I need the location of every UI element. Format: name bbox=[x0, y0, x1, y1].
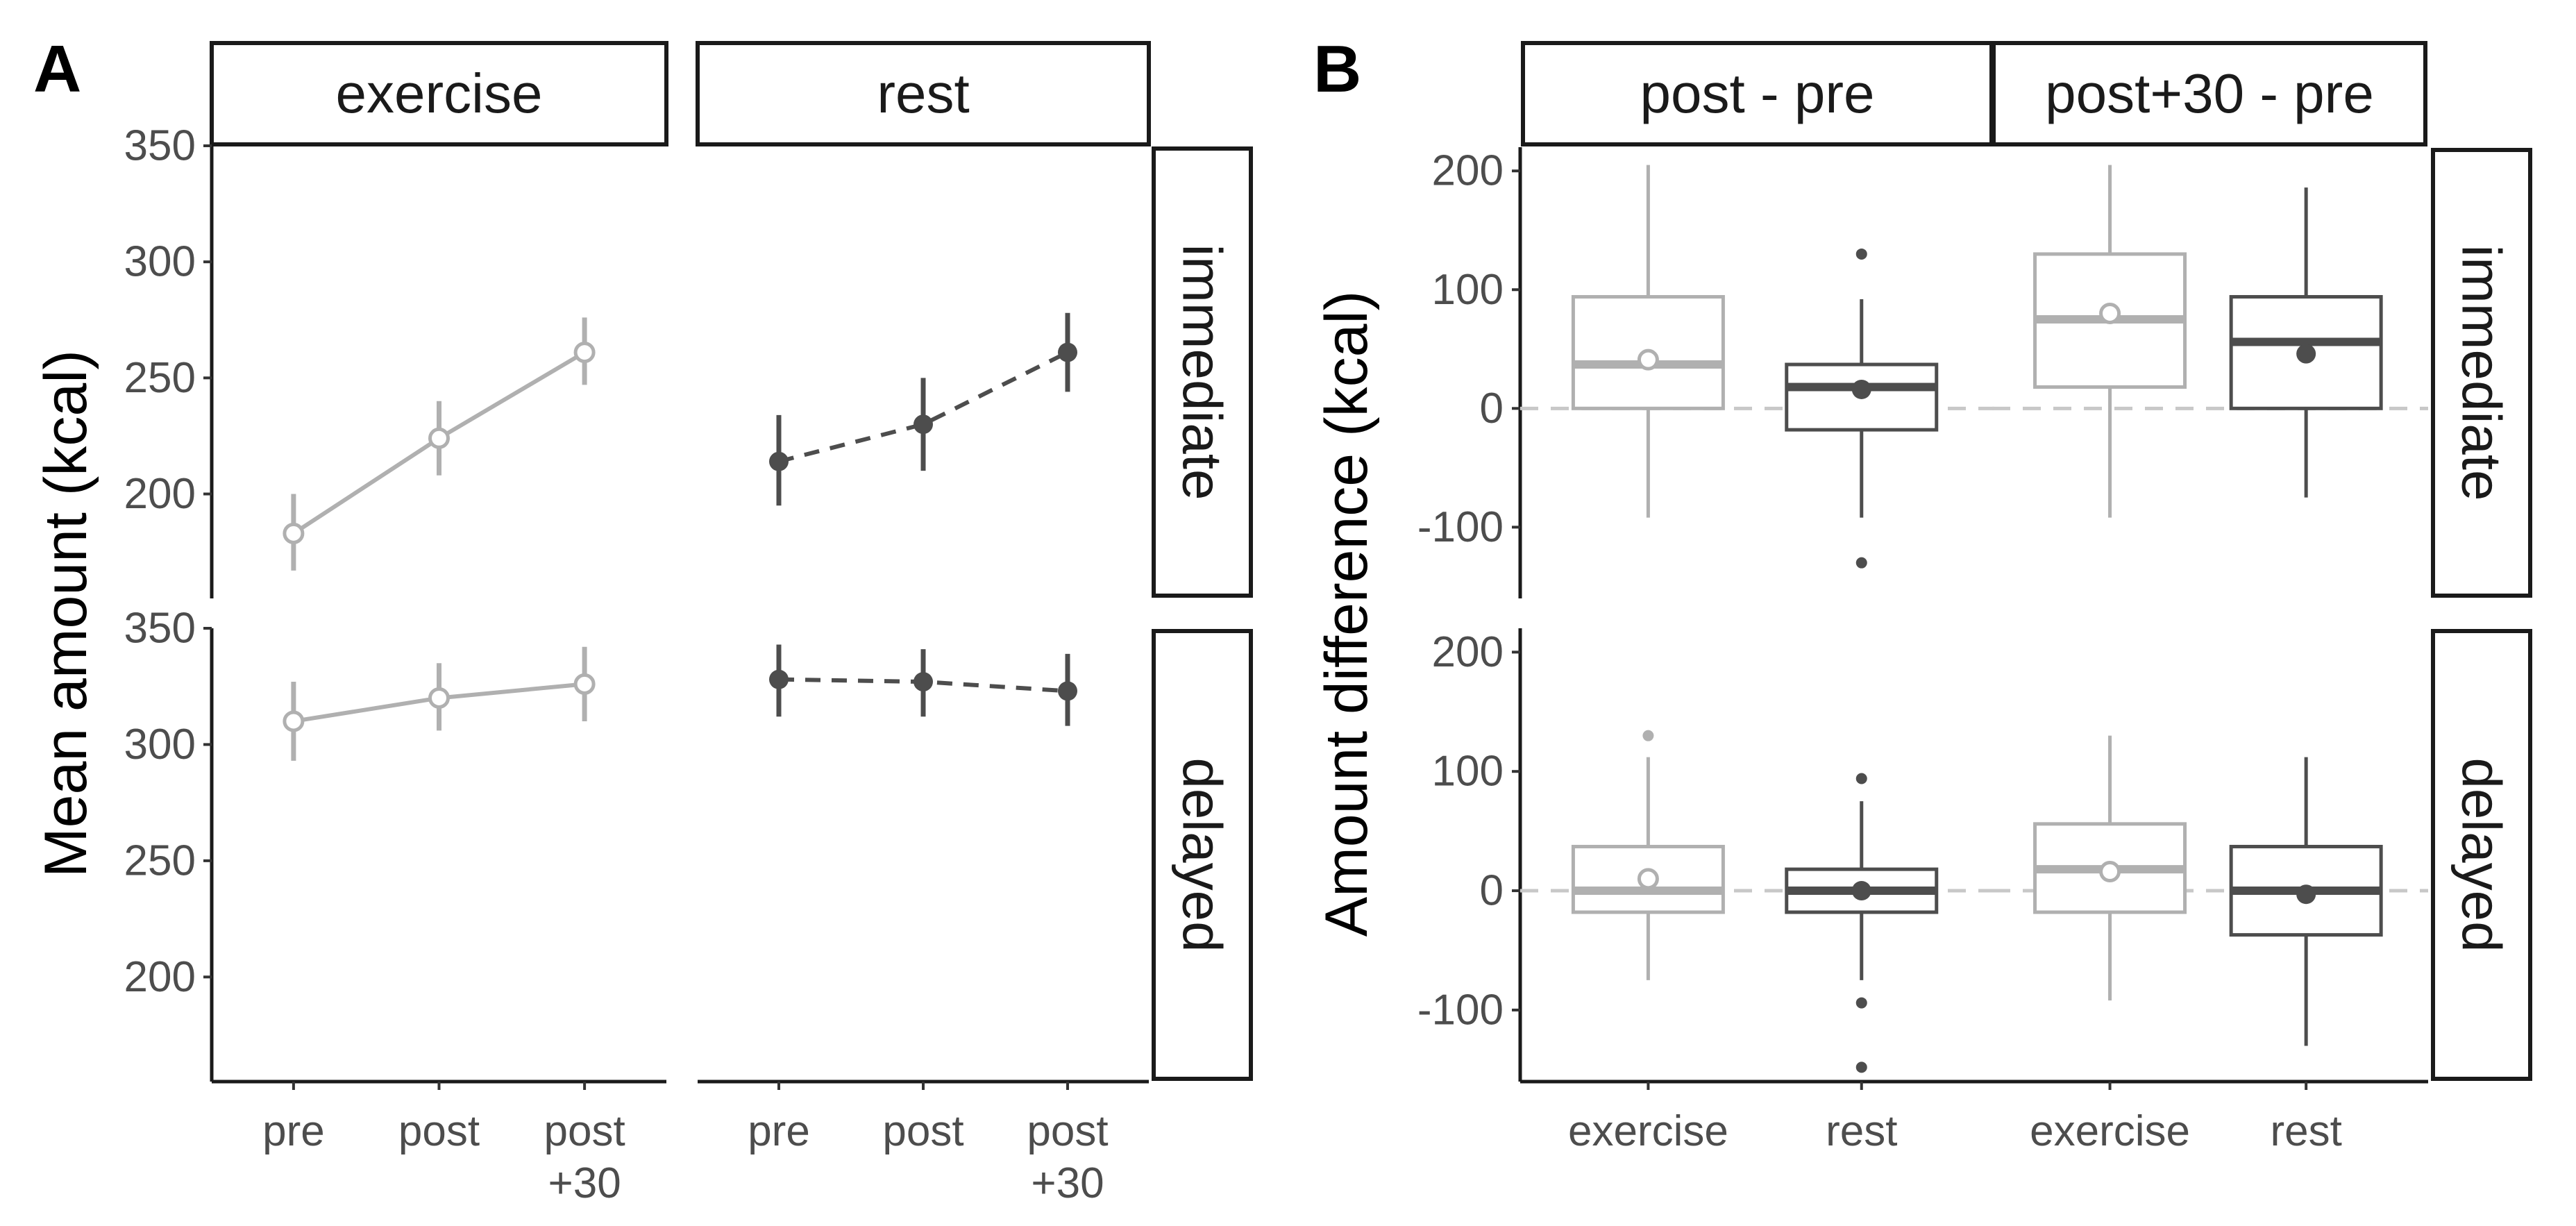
strip-col-exercise-label: exercise bbox=[336, 62, 543, 124]
y-tick-label: 300 bbox=[124, 238, 196, 286]
data-point-rest-delayed bbox=[769, 669, 789, 689]
mean-marker-post-30-pre-delayed-rest bbox=[2296, 884, 2316, 905]
data-point-rest-immediate bbox=[1058, 342, 1077, 362]
y-tick-label: -100 bbox=[1417, 986, 1504, 1034]
strip-row-delayed-label: delayed bbox=[2451, 757, 2513, 952]
outlier-point-post-pre-immediate-rest bbox=[1855, 557, 1867, 569]
strip-row-delayed-box bbox=[1152, 629, 1253, 1081]
x-tick-label: pre bbox=[262, 1107, 325, 1155]
strip-col-rest-box bbox=[696, 41, 1151, 146]
data-point-rest-delayed bbox=[1058, 681, 1077, 701]
x-tick-label: rest bbox=[2270, 1107, 2341, 1155]
y-tick-label: 200 bbox=[124, 470, 196, 518]
data-point-rest-delayed bbox=[914, 672, 933, 692]
y-tick-label: 200 bbox=[124, 953, 196, 1001]
mean-marker-post-pre-immediate-rest bbox=[1851, 379, 1871, 399]
mean-marker-post-pre-delayed-exercise bbox=[1637, 868, 1659, 890]
outlier-point-post-pre-delayed-rest bbox=[1855, 997, 1867, 1009]
outlier-point-post-pre-delayed-exercise bbox=[1642, 730, 1654, 741]
panel-label-a: A bbox=[33, 32, 81, 106]
mean-marker-post-pre-delayed-rest bbox=[1851, 881, 1871, 901]
x-tick-label: post bbox=[398, 1107, 480, 1155]
data-point-rest-immediate bbox=[769, 451, 789, 471]
data-point-exercise-immediate bbox=[573, 342, 596, 364]
outlier-point-post-pre-delayed-rest bbox=[1855, 1061, 1867, 1073]
y-tick-label: 350 bbox=[124, 605, 196, 653]
x-tick-label: rest bbox=[1826, 1107, 1897, 1155]
data-point-exercise-immediate bbox=[283, 522, 305, 544]
strip-row-immediate-box bbox=[2431, 148, 2532, 598]
panel-label-b: B bbox=[1313, 32, 1361, 106]
panel-a-line-chart: exercise rest immediate delayed 200 250 300 350… bbox=[33, 41, 1253, 1207]
strip-row-immediate-label: immediate bbox=[2451, 244, 2513, 501]
data-point-exercise-delayed bbox=[283, 710, 305, 732]
strip-row-immediate-box bbox=[1152, 146, 1253, 598]
strip-col-exercise-box bbox=[210, 41, 668, 146]
y-tick-label: 350 bbox=[124, 122, 196, 170]
y-tick-label: 100 bbox=[1432, 266, 1504, 314]
mean-marker-post-pre-immediate-exercise bbox=[1637, 349, 1659, 371]
y-tick-label: 0 bbox=[1480, 867, 1504, 915]
x-tick-label: post bbox=[882, 1107, 963, 1155]
y-tick-label: 250 bbox=[124, 354, 196, 402]
data-point-exercise-delayed bbox=[428, 687, 450, 709]
x-tick-label: exercise bbox=[1568, 1107, 1728, 1155]
x-tick-label: post +30 bbox=[544, 1107, 625, 1207]
y-tick-label: 100 bbox=[1432, 748, 1504, 796]
strip-row-delayed-box bbox=[2431, 629, 2532, 1081]
strip-row-immediate-label: immediate bbox=[1172, 244, 1234, 500]
strip-col-rest-label: rest bbox=[877, 62, 969, 124]
x-tick-label: pre bbox=[748, 1107, 810, 1155]
data-point-exercise-delayed bbox=[573, 673, 596, 695]
outlier-point-post-pre-delayed-rest bbox=[1855, 773, 1867, 784]
y-tick-label: 0 bbox=[1480, 385, 1504, 433]
mean-marker-post-30-pre-delayed-exercise bbox=[2099, 861, 2121, 883]
x-tick-label: exercise bbox=[2030, 1107, 2190, 1155]
strip-col-post-30-pre-label: post+30 - pre bbox=[2045, 62, 2374, 124]
strip-col-post-30-pre-box bbox=[1992, 41, 2427, 146]
panel-b-box-chart: post - pre post+30 - pre immediate delayed -… bbox=[1313, 41, 2532, 1155]
mean-marker-post-30-pre-immediate-rest bbox=[2296, 344, 2316, 364]
y-axis-label-b: Amount difference (kcal) bbox=[1313, 291, 1380, 937]
y-axis-label-a: Mean amount (kcal) bbox=[33, 350, 99, 877]
x-tick-label: post +30 bbox=[1027, 1107, 1108, 1207]
mean-marker-post-30-pre-immediate-exercise bbox=[2099, 302, 2121, 324]
y-tick-label: 200 bbox=[1432, 147, 1504, 195]
strip-col-post-pre-label: post - pre bbox=[1640, 62, 1875, 124]
outlier-point-post-pre-immediate-rest bbox=[1855, 248, 1867, 260]
y-tick-label: 250 bbox=[124, 837, 196, 884]
strip-row-delayed-label: delayed bbox=[1172, 757, 1234, 952]
y-tick-label: 200 bbox=[1432, 628, 1504, 676]
data-point-rest-immediate bbox=[914, 414, 933, 435]
data-point-exercise-immediate bbox=[428, 427, 450, 449]
y-tick-label: -100 bbox=[1417, 503, 1504, 551]
y-tick-label: 300 bbox=[124, 721, 196, 769]
